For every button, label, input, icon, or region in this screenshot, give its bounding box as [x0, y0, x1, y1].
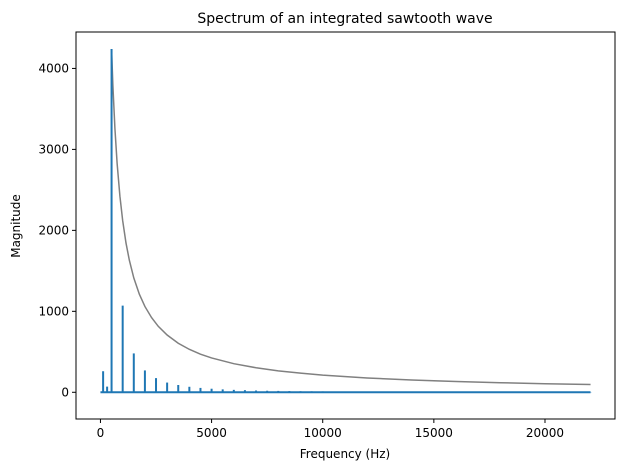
y-axis-label: Magnitude — [9, 194, 23, 258]
plot-area: 0 5000 10000 15000 20000 0 1000 2000 3000 4000 — [38, 31, 616, 440]
x-tick-label-2: 10000 — [304, 426, 342, 440]
x-tick-label-3: 15000 — [415, 426, 453, 440]
chart-title: Spectrum of an integrated sawtooth wave — [197, 11, 492, 27]
y-tick-label-2: 2000 — [38, 223, 69, 237]
x-axis-label: Frequency (Hz) — [300, 447, 391, 461]
x-tick-label-0: 0 — [97, 426, 105, 440]
x-tick-label-4: 20000 — [526, 426, 564, 440]
x-tick-label-1: 5000 — [196, 426, 227, 440]
y-tick-label-4: 4000 — [38, 61, 69, 75]
axes-frame — [75, 31, 616, 420]
y-tick-label-0: 0 — [61, 385, 69, 399]
y-tick-label-3: 3000 — [38, 142, 69, 156]
y-tick-label-1: 1000 — [38, 304, 69, 318]
envelope-line — [110, 48, 591, 386]
